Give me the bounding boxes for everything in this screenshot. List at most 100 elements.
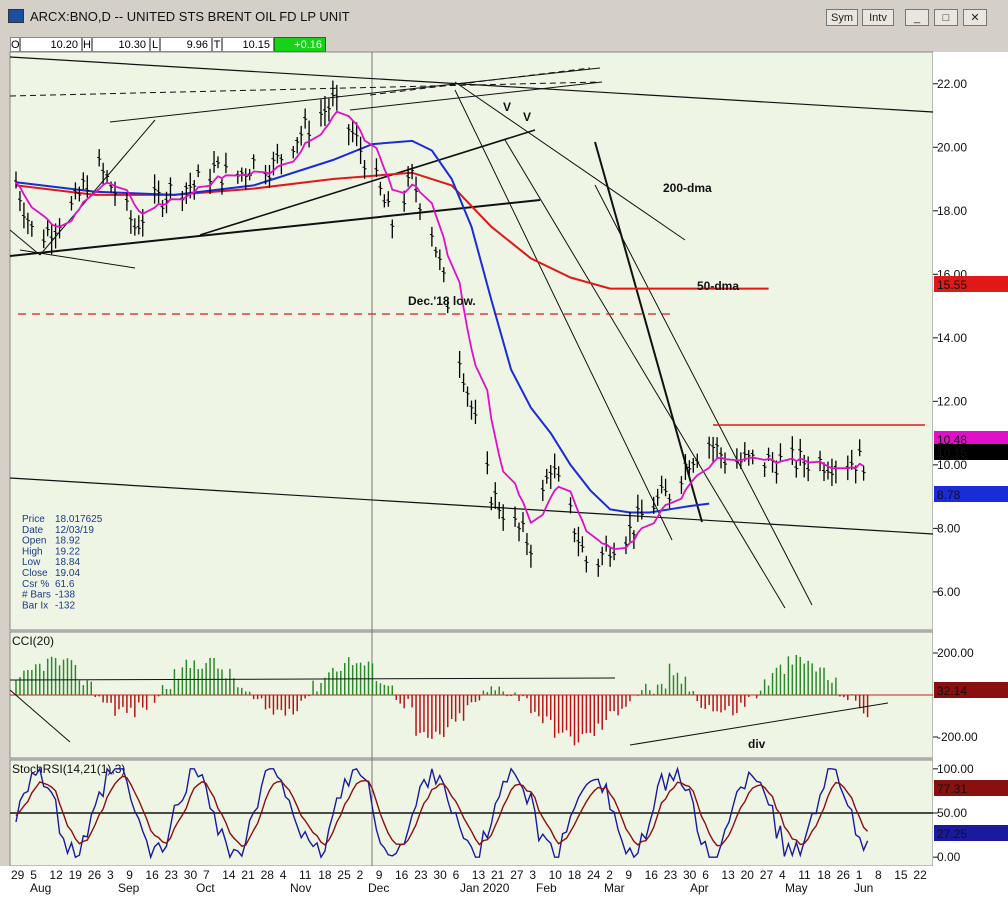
stoch-k-tag [934,825,1008,841]
date-tick-label: 1 [856,868,863,882]
info-label: # Bars [22,590,51,601]
stoch-d-tag [934,780,1008,796]
title-bar: ARCX:BNO,D -- UNITED STS BRENT OIL FD LP… [0,0,1008,30]
date-tick-label: 11 [798,868,811,882]
month-label: Sep [118,881,140,895]
trendline [9,56,934,113]
date-tick-label: 18 [817,868,831,882]
price-tag [934,276,1008,292]
trendline [454,89,673,541]
date-tick-label: 29 [11,868,25,882]
chart-app-icon [8,9,24,23]
date-tick-label: 25 [337,868,351,882]
date-tick-label: 18 [568,868,582,882]
info-value: 18.017625 [55,514,103,525]
ma50-label: 50-dma [697,279,739,293]
date-tick-label: 3 [529,868,536,882]
trendline [504,139,786,609]
date-tick-label: 15 [894,868,908,882]
date-tick-label: 4 [779,868,786,882]
date-tick-label: 8 [875,868,882,882]
date-tick-label: 16 [145,868,159,882]
info-label: Open [22,536,46,547]
month-label: Apr [690,881,709,895]
ma200-line [15,171,769,290]
cci-trendline [629,702,889,746]
date-tick-label: 12 [49,868,63,882]
price-tick-label: 14.00 [937,331,967,345]
trendline [594,141,703,523]
date-tick-label: 7 [203,868,210,882]
cci-tick-label: 200.00 [937,646,974,660]
date-axis-area [0,866,1008,899]
price-tick-label: 10.00 [937,458,967,472]
stoch-d-value: 77.31 [937,782,967,796]
cci-tick-label: -200.00 [937,730,978,744]
info-label: Csr % [22,579,49,590]
month-label: Oct [196,881,215,895]
price-tick-label: 12.00 [937,394,967,408]
stoch-tick-label: 100.00 [937,762,974,776]
price-tick-label: 8.00 [937,521,961,535]
close-button[interactable]: ✕ [963,9,987,26]
cci-value-tag [934,682,1008,698]
info-value: 18.84 [55,557,80,568]
date-tick-label: 5 [30,868,37,882]
stoch-k-line [15,766,869,860]
month-label: Mar [604,881,625,895]
date-tick-label: 23 [165,868,179,882]
date-tick-label: 27 [760,868,774,882]
info-value: -138 [55,590,75,601]
date-tick-label: 9 [126,868,133,882]
high-value: 10.30 [92,37,150,52]
trendline [9,229,41,256]
stochrsi-title: StochRSI(14,21(1),3) [12,762,125,776]
info-label: Low [22,557,41,568]
stoch-tick-label: 0.00 [937,850,961,864]
price-tick-label: 18.00 [937,204,967,218]
date-tick-label: 22 [913,868,927,882]
price-tag-label: 10.48 [937,433,967,447]
v-marker-red: V [523,110,531,124]
price-tag [934,444,1008,460]
date-tick-label: 23 [414,868,428,882]
date-tick-label: 6 [702,868,709,882]
date-tick-label: 18 [318,868,332,882]
trendline [594,184,813,606]
month-label: Jun [854,881,873,895]
minimize-button[interactable]: _ [905,9,929,26]
stoch-tick-label: 50.00 [937,806,967,820]
date-tick-label: 30 [683,868,697,882]
info-value: 12/03/19 [55,525,94,536]
date-tick-label: 2 [357,868,364,882]
price-tag [934,486,1008,502]
maximize-button[interactable]: □ [934,9,958,26]
symbol-button[interactable]: Sym [826,9,858,26]
date-tick-label: 19 [69,868,83,882]
month-label: Jan 2020 [460,881,510,895]
stoch-d-line [15,775,869,847]
month-label: Aug [30,881,51,895]
trendline [9,199,541,257]
window-title: ARCX:BNO,D -- UNITED STS BRENT OIL FD LP… [30,9,350,24]
date-tick-label: 16 [645,868,659,882]
date-tick-label: 28 [261,868,275,882]
month-label: Dec [368,881,389,895]
dashed-trendline [9,81,601,97]
month-label: Feb [536,881,557,895]
date-tick-label: 6 [453,868,460,882]
ema-short-line [15,110,865,551]
price-tag-label: 8.78 [937,488,961,502]
info-value: 18.92 [55,536,80,547]
price-tick-label: 22.00 [937,77,967,91]
date-tick-label: 21 [241,868,255,882]
ma50-line [15,139,710,514]
trendline [454,81,686,241]
trendline [199,129,536,236]
trendline [109,67,601,123]
price-tag-label: 15.55 [937,278,967,292]
trendline [9,477,934,535]
interval-button[interactable]: Intv [862,9,894,26]
